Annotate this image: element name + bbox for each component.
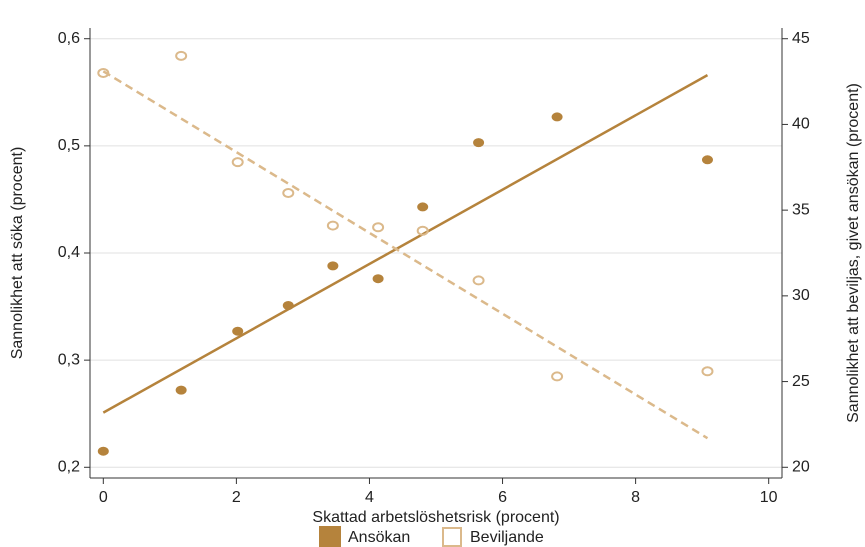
legend-label: Ansökan (348, 529, 410, 546)
fit-line (102, 70, 709, 440)
point (97, 446, 109, 456)
point (282, 301, 294, 310)
y-tick-label: 0,4 (58, 244, 80, 261)
point (551, 371, 564, 382)
y2-tick-label: 25 (792, 373, 810, 390)
y2-tick-label: 30 (792, 287, 810, 304)
point (372, 222, 385, 233)
point (175, 385, 187, 395)
point (175, 50, 188, 61)
legend-swatch (442, 527, 462, 547)
point (326, 220, 339, 231)
x-tick-label: 0 (99, 489, 108, 506)
point (372, 274, 384, 284)
x-tick-label: 8 (631, 489, 640, 506)
y2-tick-label: 40 (792, 116, 810, 133)
point (97, 68, 110, 78)
point (416, 225, 429, 236)
legend-swatch (319, 526, 341, 547)
point (472, 275, 485, 286)
point (551, 112, 563, 122)
y2-tick-label: 45 (792, 30, 810, 47)
point (282, 188, 295, 198)
y2-tick-label: 35 (792, 201, 810, 218)
y2-axis-title: Sannolikhet att beviljas, givet ansökan … (845, 83, 862, 423)
point (701, 366, 714, 377)
point (473, 138, 485, 148)
x-tick-label: 10 (760, 489, 778, 506)
x-tick-label: 4 (365, 489, 374, 506)
y-tick-label: 0,3 (58, 351, 80, 368)
x-axis-title: Skattad arbetslöshetsrisk (procent) (312, 509, 559, 526)
y2-tick-label: 20 (792, 459, 810, 476)
y-tick-label: 0,2 (58, 459, 80, 476)
point (232, 326, 244, 336)
point (231, 157, 244, 168)
x-tick-label: 2 (232, 489, 241, 506)
y-tick-label: 0,6 (58, 30, 80, 47)
legend-label: Beviljande (470, 529, 544, 546)
point (327, 261, 339, 271)
x-tick-label: 6 (498, 489, 507, 506)
y-axis-title: Sannolikhet att söka (procent) (9, 147, 26, 360)
fit-line (102, 74, 709, 414)
point (417, 202, 429, 212)
y-tick-label: 0,5 (58, 137, 80, 154)
point (701, 155, 713, 165)
